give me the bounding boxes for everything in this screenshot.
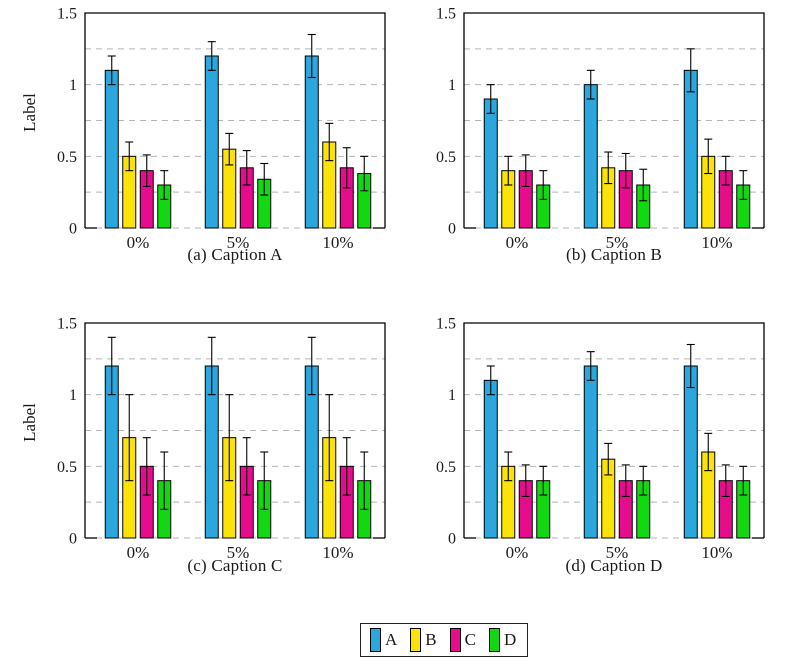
- legend: A B C D: [360, 623, 529, 657]
- bar-A: [683, 365, 698, 539]
- y-tick-label: 1.5: [436, 5, 456, 22]
- y-tick-label: 0: [69, 220, 77, 237]
- legend-entry-B: B: [410, 628, 437, 652]
- y-tick-label: 0: [448, 530, 456, 547]
- legend-label: C: [464, 630, 476, 649]
- plot-frame: [84, 12, 386, 228]
- chart-b: 0 0.5 1 1.5 0% 5% 10% (b) Caption B: [397, 0, 794, 300]
- x-tick-label: 0%: [127, 543, 150, 562]
- chart-a-canvas: 0 0.5 1 1.5 0% 5% 10% Label: [20, 5, 386, 252]
- legend-swatch-A: [370, 628, 381, 652]
- y-tick-label: 1.5: [57, 315, 77, 332]
- chart-c: 0 0.5 1 1.5 0% 5% 10% Label (c) Caption C: [0, 300, 397, 600]
- y-tick-label: 0.5: [436, 459, 456, 476]
- x-tick-label: 10%: [322, 543, 353, 562]
- y-tick-label: 0.5: [57, 149, 77, 166]
- legend-swatch-D: [488, 628, 500, 652]
- legend-label: D: [503, 630, 517, 649]
- y-tick-label: 1: [448, 77, 456, 94]
- chart-b-canvas: 0 0.5 1 1.5 0% 5% 10%: [436, 5, 765, 252]
- chart-d-canvas: 0 0.5 1 1.5 0% 5% 10%: [436, 315, 765, 562]
- y-tick-label: 1: [69, 387, 77, 404]
- y-axis-label: Label: [20, 93, 39, 132]
- plot-frame: [463, 322, 765, 538]
- legend-entry-D: D: [488, 628, 517, 652]
- legend-entry-A: A: [370, 628, 397, 652]
- bar-A: [683, 69, 698, 229]
- chart-d-caption: (d) Caption D: [565, 556, 663, 575]
- bar-A: [483, 98, 498, 229]
- x-tick-label: 10%: [322, 233, 353, 252]
- x-tick-label: 5%: [606, 543, 629, 562]
- bar-A: [583, 84, 598, 229]
- legend-label: A: [385, 630, 398, 649]
- chart-b-caption: (b) Caption B: [565, 245, 663, 264]
- x-tick-label: 10%: [701, 543, 732, 562]
- x-tick-label: 0%: [506, 543, 529, 562]
- chart-c-canvas: 0 0.5 1 1.5 0% 5% 10% Label: [20, 315, 386, 562]
- x-tick-label: 5%: [227, 233, 250, 252]
- y-axis-label: Label: [20, 403, 39, 442]
- y-tick-label: 1.5: [57, 5, 77, 22]
- y-tick-label: 1: [448, 387, 456, 404]
- y-tick-label: 1.5: [436, 315, 456, 332]
- bar-A: [583, 365, 598, 539]
- plot-frame: [84, 322, 386, 538]
- legend-swatch-B: [410, 628, 422, 652]
- x-tick-label: 5%: [606, 233, 629, 252]
- x-tick-label: 10%: [701, 233, 732, 252]
- bar-A: [104, 69, 119, 229]
- legend-entry-C: C: [449, 628, 476, 652]
- y-tick-label: 0.5: [436, 149, 456, 166]
- y-tick-label: 0: [69, 530, 77, 547]
- plot-frame: [463, 12, 765, 228]
- y-tick-label: 0.5: [57, 459, 77, 476]
- chart-d: 0 0.5 1 1.5 0% 5% 10% (d) Caption D: [397, 300, 794, 600]
- bar-A: [304, 55, 319, 229]
- y-tick-label: 0: [448, 220, 456, 237]
- chart-c-caption: (c) Caption C: [187, 556, 283, 575]
- x-tick-label: 0%: [127, 233, 150, 252]
- bar-A: [483, 379, 498, 539]
- legend-box: A B C D: [360, 623, 529, 657]
- chart-a: 0 0.5 1 1.5 0% 5% 10% Label (a) Caption A: [0, 0, 397, 300]
- legend-swatch-C: [449, 628, 461, 652]
- legend-label: B: [425, 630, 437, 649]
- x-tick-label: 0%: [506, 233, 529, 252]
- chart-a-caption: (a) Caption A: [187, 245, 283, 264]
- x-tick-label: 5%: [227, 543, 250, 562]
- bar-A: [204, 55, 219, 229]
- y-tick-label: 1: [69, 77, 77, 94]
